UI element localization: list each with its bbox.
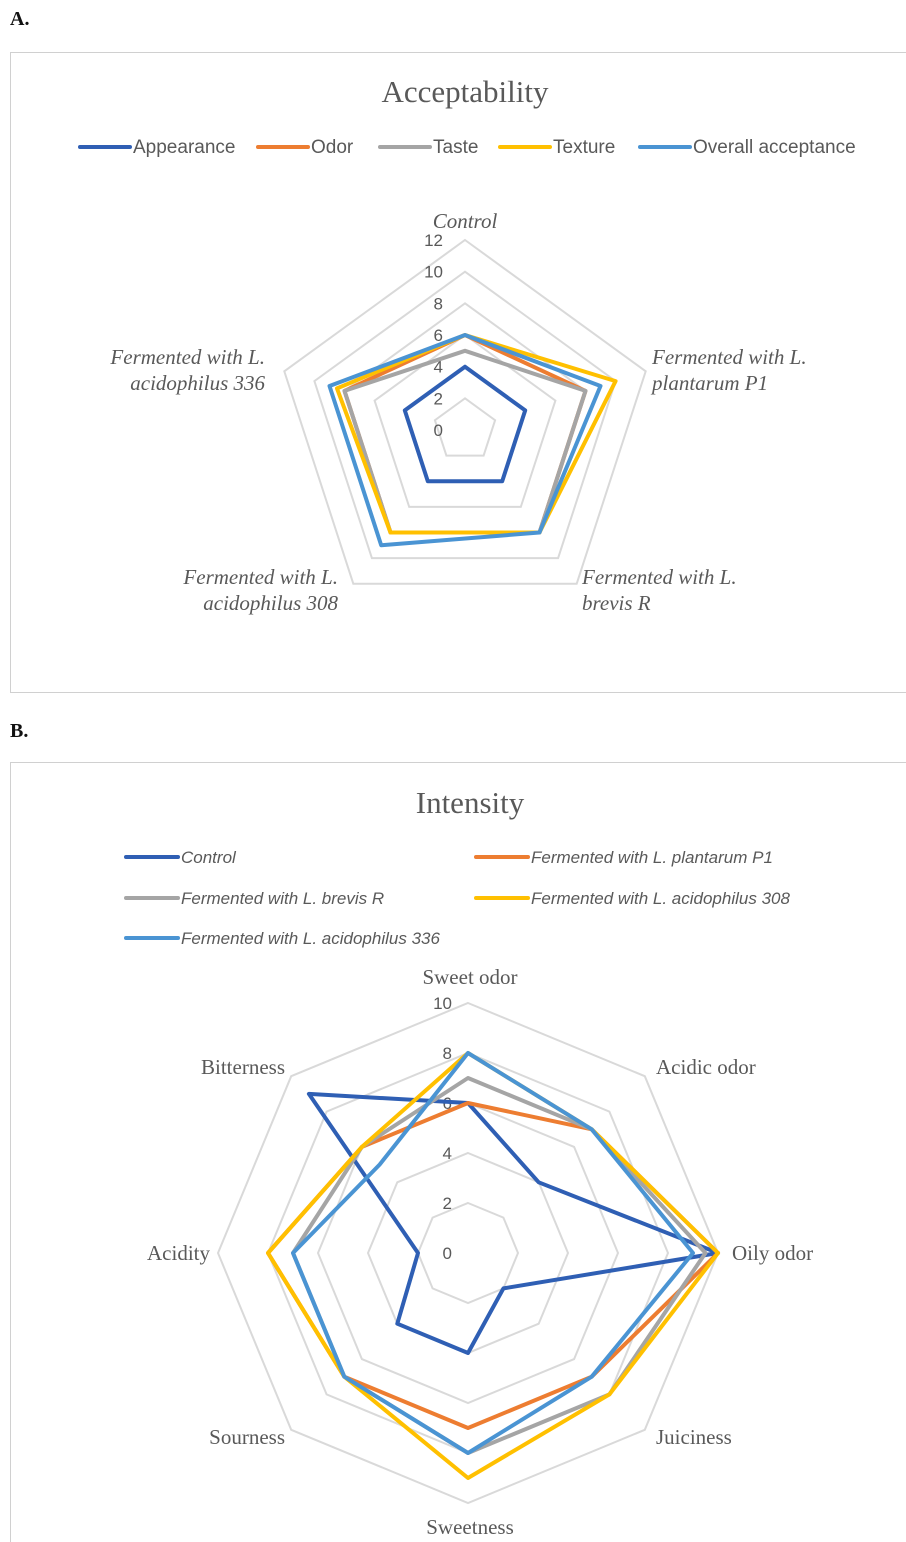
tick-label-0: 0 [443,1244,452,1263]
tick-label-8: 8 [443,1044,452,1063]
legend-label-fermented-with-l-acidophilus-336: Fermented with L. acidophilus 336 [181,929,440,948]
legend-label-fermented-with-l-brevis-r: Fermented with L. brevis R [181,889,384,908]
category-label-sweetness: Sweetness [426,1515,514,1539]
legend-label-control: Control [181,848,237,867]
tick-label-10: 10 [433,994,452,1013]
category-label-sweet-odor: Sweet odor [422,965,517,989]
legend-label-fermented-with-l-plantarum-p1: Fermented with L. plantarum P1 [531,848,773,867]
category-label-bitterness: Bitterness [201,1055,285,1079]
category-label-oily-odor: Oily odor [732,1241,813,1265]
category-label-acidic-odor: Acidic odor [656,1055,756,1079]
category-label-sourness: Sourness [209,1425,285,1449]
tick-label-2: 2 [443,1194,452,1213]
tick-label-4: 4 [443,1144,452,1163]
chart-title: Intensity [416,785,525,820]
legend-label-fermented-with-l-acidophilus-308: Fermented with L. acidophilus 308 [531,889,790,908]
category-label-juiciness: Juiciness [656,1425,732,1449]
category-label-acidity: Acidity [147,1241,210,1265]
